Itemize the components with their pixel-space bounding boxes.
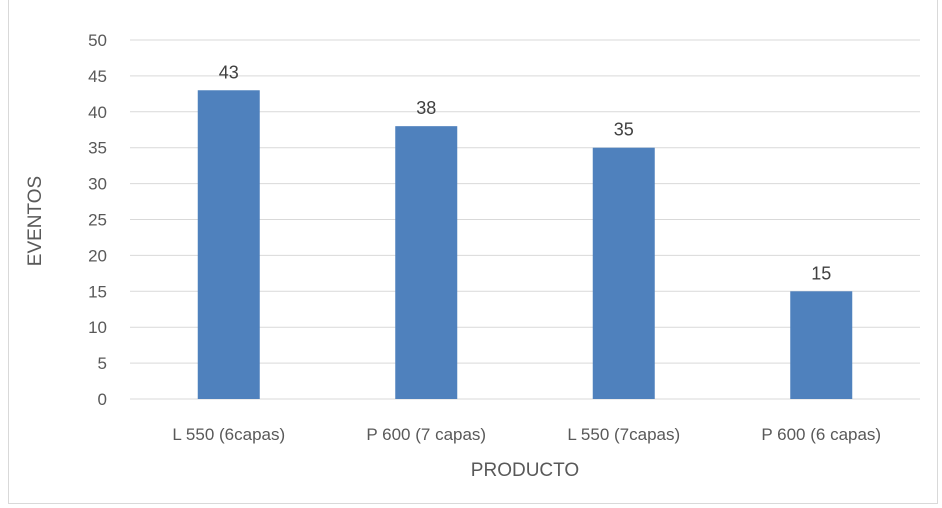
y-tick-label: 35 — [88, 139, 107, 158]
y-tick-label: 5 — [98, 354, 107, 373]
y-axis-title: EVENTOS — [25, 176, 46, 266]
x-tick-label: L 550 (7capas) — [567, 425, 680, 444]
y-tick-label: 20 — [88, 246, 107, 265]
y-tick-label: 0 — [98, 390, 107, 409]
x-tick-label: P 600 (6 capas) — [761, 425, 881, 444]
y-tick-label: 25 — [88, 211, 107, 230]
x-tick-label: L 550 (6capas) — [172, 425, 285, 444]
x-tick-label: P 600 (7 capas) — [366, 425, 486, 444]
gridlines — [130, 39, 920, 400]
x-axis-title: PRODUCTO — [471, 460, 579, 481]
bars — [197, 90, 853, 399]
data-label: 38 — [416, 98, 436, 118]
data-labels: 43 38 35 15 — [219, 62, 832, 283]
y-tick-label: 30 — [88, 175, 107, 194]
bar — [197, 90, 260, 399]
bar — [592, 147, 655, 399]
data-label: 15 — [811, 263, 831, 283]
y-tick-label: 15 — [88, 282, 107, 301]
bar — [395, 126, 458, 399]
y-tick-label: 45 — [88, 67, 107, 86]
bar — [790, 291, 853, 399]
y-axis-ticks: 0 5 10 15 20 25 30 35 40 45 50 — [88, 31, 107, 409]
x-axis-ticks: L 550 (6capas) P 600 (7 capas) L 550 (7cap… — [172, 425, 881, 444]
data-label: 43 — [219, 62, 239, 82]
y-tick-label: 10 — [88, 318, 107, 337]
data-label: 35 — [614, 120, 634, 140]
y-tick-label: 40 — [88, 103, 107, 122]
chart-frame — [8, 0, 938, 504]
y-tick-label: 50 — [88, 31, 107, 50]
